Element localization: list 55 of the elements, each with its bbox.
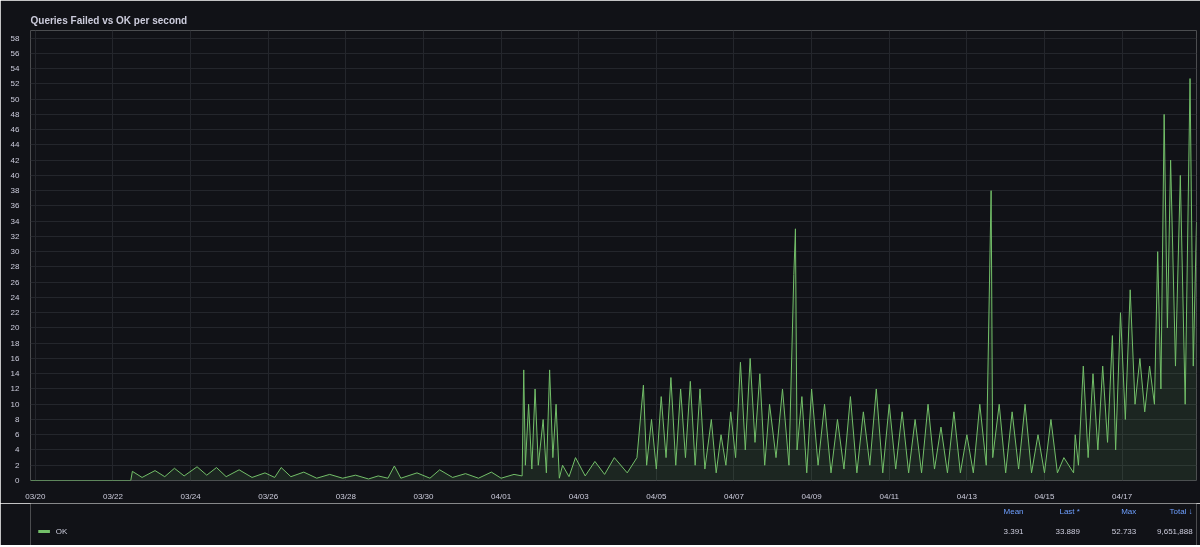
y-tick-label: 22 <box>10 308 21 318</box>
legend-label: OK <box>55 527 68 536</box>
y-tick-label: 52 <box>10 79 21 89</box>
text: 3.391 <box>1003 527 1025 536</box>
x-tick-label: 03/30 <box>413 491 435 501</box>
y-tick-label: 34 <box>10 216 21 226</box>
y-tick-label: 38 <box>10 186 21 196</box>
text: 52.733 <box>1111 527 1137 536</box>
y-tick-label: 58 <box>10 33 21 43</box>
y-tick-label: 40 <box>10 170 21 180</box>
x-tick-label: 03/22 <box>102 491 124 501</box>
text: 9,651,888 <box>1157 527 1194 536</box>
y-tick-label: 10 <box>10 399 21 409</box>
x-tick-label: 03/26 <box>258 491 279 501</box>
y-tick-label: 12 <box>10 384 21 394</box>
y-tick-label: 0 <box>15 476 21 485</box>
y-tick-label: 36 <box>10 201 21 211</box>
y-tick-label: 24 <box>10 292 21 302</box>
x-tick-label: 04/07 <box>723 491 745 501</box>
y-tick-label: 30 <box>10 247 21 257</box>
text: Max <box>1121 507 1137 516</box>
x-tick-label: 04/15 <box>1034 491 1056 501</box>
y-tick-label: 44 <box>10 140 21 150</box>
y-tick-label: 20 <box>10 323 21 333</box>
x-tick-label: 04/17 <box>1112 491 1133 501</box>
text: Mean <box>1003 507 1024 516</box>
y-tick-label: 2 <box>15 460 21 470</box>
text: Last * <box>1059 507 1080 516</box>
x-tick-label: 03/20 <box>25 491 46 501</box>
y-tick-label: 42 <box>10 155 21 165</box>
x-tick-label: 04/09 <box>801 491 823 501</box>
y-tick-label: 50 <box>10 94 21 104</box>
x-tick-label: 04/03 <box>568 491 590 501</box>
x-tick-label: 04/01 <box>491 491 512 501</box>
x-tick-label: 03/28 <box>335 491 357 501</box>
y-tick-label: 14 <box>10 369 21 379</box>
y-tick-label: 26 <box>10 277 21 287</box>
y-tick-label: 48 <box>10 109 21 119</box>
x-tick-label: 04/13 <box>956 491 978 501</box>
chart-title: Queries Failed vs OK per second <box>30 14 188 26</box>
text: 33.889 <box>1055 527 1081 536</box>
y-tick-label: 4 <box>15 445 21 455</box>
y-tick-label: 18 <box>10 338 21 348</box>
y-tick-label: 56 <box>10 48 21 58</box>
y-tick-label: 46 <box>10 125 21 135</box>
y-tick-label: 32 <box>10 231 21 241</box>
y-tick-label: 16 <box>10 353 21 363</box>
text: Total ↓ <box>1169 507 1193 516</box>
x-tick-label: 04/05 <box>646 491 667 501</box>
y-tick-label: 8 <box>15 414 21 424</box>
y-tick-label: 54 <box>10 64 21 74</box>
y-tick-label: 28 <box>10 262 21 272</box>
x-tick-label: 04/11 <box>879 491 900 501</box>
x-tick-label: 03/24 <box>180 491 202 501</box>
y-tick-label: 6 <box>15 430 21 440</box>
